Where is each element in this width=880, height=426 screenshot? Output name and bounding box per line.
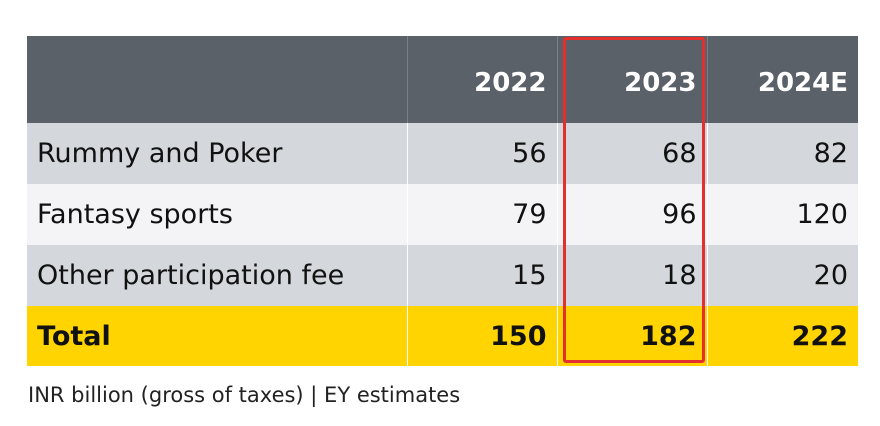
header-cell-2023: 2023 bbox=[557, 36, 708, 123]
cell-value: 82 bbox=[813, 138, 848, 169]
row-label: Fantasy sports bbox=[27, 184, 408, 245]
cell-value: 20 bbox=[813, 260, 848, 291]
cell-value: 150 bbox=[407, 306, 558, 366]
table-row-fantasy-sports: Fantasy sports 79 96 120 bbox=[27, 184, 858, 245]
cell-value: 96 bbox=[557, 184, 708, 245]
cell-value: 18 bbox=[557, 245, 708, 306]
header-cell-2022: 2022 bbox=[407, 36, 558, 123]
cell-value: 120 bbox=[796, 199, 848, 230]
cell-value: 79 bbox=[407, 184, 558, 245]
cell-value: 68 bbox=[557, 123, 708, 184]
revenue-table-container: 2022 2023 2024E Rummy and Poker 56 68 82… bbox=[27, 36, 858, 366]
cell-value: 182 bbox=[557, 306, 708, 366]
row-label: Total bbox=[27, 306, 408, 366]
table-caption: INR billion (gross of taxes) | EY estima… bbox=[28, 383, 461, 407]
revenue-table: 2022 2023 2024E Rummy and Poker 56 68 82… bbox=[27, 36, 858, 366]
table-row-rummy-poker: Rummy and Poker 56 68 82 bbox=[27, 123, 858, 184]
cell-value: 222 bbox=[791, 320, 848, 352]
table-header-row: 2022 2023 2024E bbox=[27, 36, 858, 123]
header-cell-2024e: 2024E bbox=[757, 67, 848, 98]
row-label: Rummy and Poker bbox=[27, 123, 408, 184]
cell-value: 15 bbox=[407, 245, 558, 306]
table-row-total: Total 150 182 222 bbox=[27, 306, 858, 366]
header-cell-label bbox=[27, 36, 408, 123]
row-label: Other participation fee bbox=[27, 245, 408, 306]
cell-value: 56 bbox=[407, 123, 558, 184]
table-row-other-participation-fee: Other participation fee 15 18 20 bbox=[27, 245, 858, 306]
